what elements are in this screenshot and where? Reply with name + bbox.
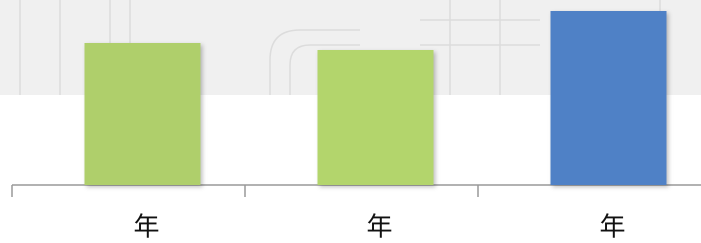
- x-tick-label: 年: [133, 213, 159, 243]
- bar: [85, 43, 201, 185]
- page: 年年年 (() => { const data = JSON.parse(doc…: [0, 0, 701, 243]
- x-tick-label: 年: [599, 213, 625, 243]
- chart: 年年年: [0, 0, 701, 243]
- x-tick-label: 年: [366, 213, 392, 243]
- bar: [318, 50, 434, 185]
- bar: [551, 11, 667, 185]
